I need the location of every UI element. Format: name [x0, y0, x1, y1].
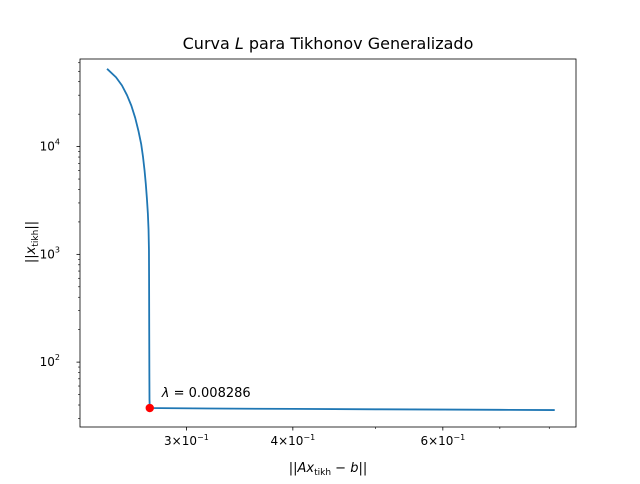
y-tick-label: 103 [40, 245, 60, 261]
axes-frame [79, 58, 577, 428]
y-tick-label: 104 [40, 138, 60, 154]
chart-title: Curva L para Tikhonov Generalizado [183, 34, 474, 53]
optimal-lambda-label: λ = 0.008286 [161, 386, 251, 401]
x-tick-label: 4×10−1 [270, 433, 315, 448]
optimal-lambda-point [145, 403, 154, 413]
x-tick-label: 3×10−1 [164, 433, 209, 448]
x-axis-label: ||Axtikh − b|| [289, 461, 368, 478]
x-tick-label: 6×10−1 [420, 433, 465, 448]
y-tick-label: 102 [40, 353, 60, 369]
plot-area: λ = 0.008286 3×10−1 4×10−1 6×10−1 102 103 104 [40, 58, 577, 448]
series-line-0 [106, 68, 555, 411]
y-axis-label: ||xtikh|| [24, 221, 41, 263]
